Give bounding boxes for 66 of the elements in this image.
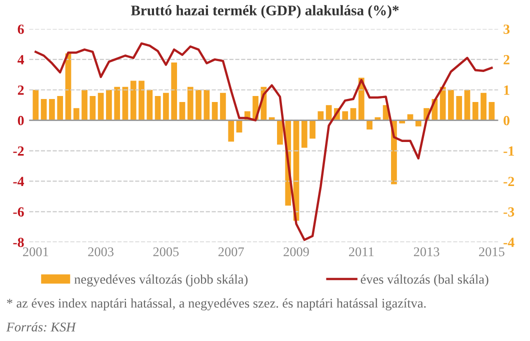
chart-title: Bruttó hazai termék (GDP) alakulása (%)* [130, 5, 399, 18]
x-tick-label: 2001 [23, 247, 48, 256]
text: Forrás: KSH [6, 322, 76, 332]
bar [32, 90, 39, 120]
y-tick-label: -6 [13, 207, 24, 217]
line-series [34, 42, 493, 241]
bar [106, 90, 112, 120]
bar [138, 80, 144, 120]
bar [456, 96, 462, 120]
y-tick-label: 0 [18, 116, 24, 126]
bar [146, 90, 153, 120]
y2-tick-label: -1 [504, 146, 514, 156]
x-tick-label: 2007 [218, 247, 244, 256]
bar [49, 99, 55, 120]
legend-label: negyedéves változás (jobb skála) [74, 274, 248, 286]
x-tick-label: 2003 [88, 247, 114, 256]
bar [220, 92, 226, 120]
bar [472, 102, 478, 120]
bar [73, 108, 80, 120]
bar [90, 96, 96, 120]
bar [212, 102, 218, 120]
y2-tick-label: -4 [504, 238, 514, 247]
x-tick-label: 2015 [479, 247, 504, 256]
bar [440, 86, 446, 120]
bar [171, 62, 178, 120]
bar [301, 120, 308, 148]
bar [310, 120, 316, 139]
x-tick-label: 2005 [153, 247, 179, 256]
bar [82, 90, 88, 120]
y2-tick-label: 2 [504, 55, 510, 64]
bar [40, 99, 47, 120]
legend-label: éves változás (bal skála) [360, 274, 488, 286]
bar [57, 96, 64, 120]
y2-tick-label: -2 [504, 176, 514, 186]
bar [366, 120, 372, 130]
bar [448, 90, 454, 120]
y-tick-label: -2 [13, 146, 24, 156]
bar [204, 90, 210, 120]
bar [154, 96, 161, 120]
bar [228, 120, 234, 142]
bar [98, 92, 104, 120]
y-tick-label: -8 [13, 238, 24, 248]
y2-tick-label: 0 [504, 116, 510, 126]
bar [187, 86, 194, 120]
bar [326, 105, 332, 120]
text: * az éves index naptári hatással, a negyedéves szez. és naptári hatással igazítva. [7, 298, 426, 310]
y-tick-label: 4 [18, 55, 24, 64]
x-tick-label: 2011 [349, 247, 374, 256]
y2-tick-label: 1 [504, 86, 510, 95]
bar [277, 120, 283, 145]
x-tick-label: 2013 [414, 247, 440, 256]
bar [488, 102, 495, 120]
y2-tick-label: -3 [504, 207, 514, 217]
y-tick-label: 6 [18, 24, 24, 34]
x-tick-label: 2009 [284, 247, 309, 256]
y-tick-label: 2 [18, 86, 24, 95]
bar [464, 90, 470, 120]
bar [114, 86, 120, 120]
y-tick-label: -4 [13, 176, 24, 186]
bar [163, 92, 169, 120]
bar [130, 80, 136, 120]
bar [415, 120, 422, 126]
bar [179, 102, 186, 120]
bar [196, 90, 202, 120]
bar [480, 92, 486, 120]
y2-tick-label: 3 [504, 24, 510, 34]
